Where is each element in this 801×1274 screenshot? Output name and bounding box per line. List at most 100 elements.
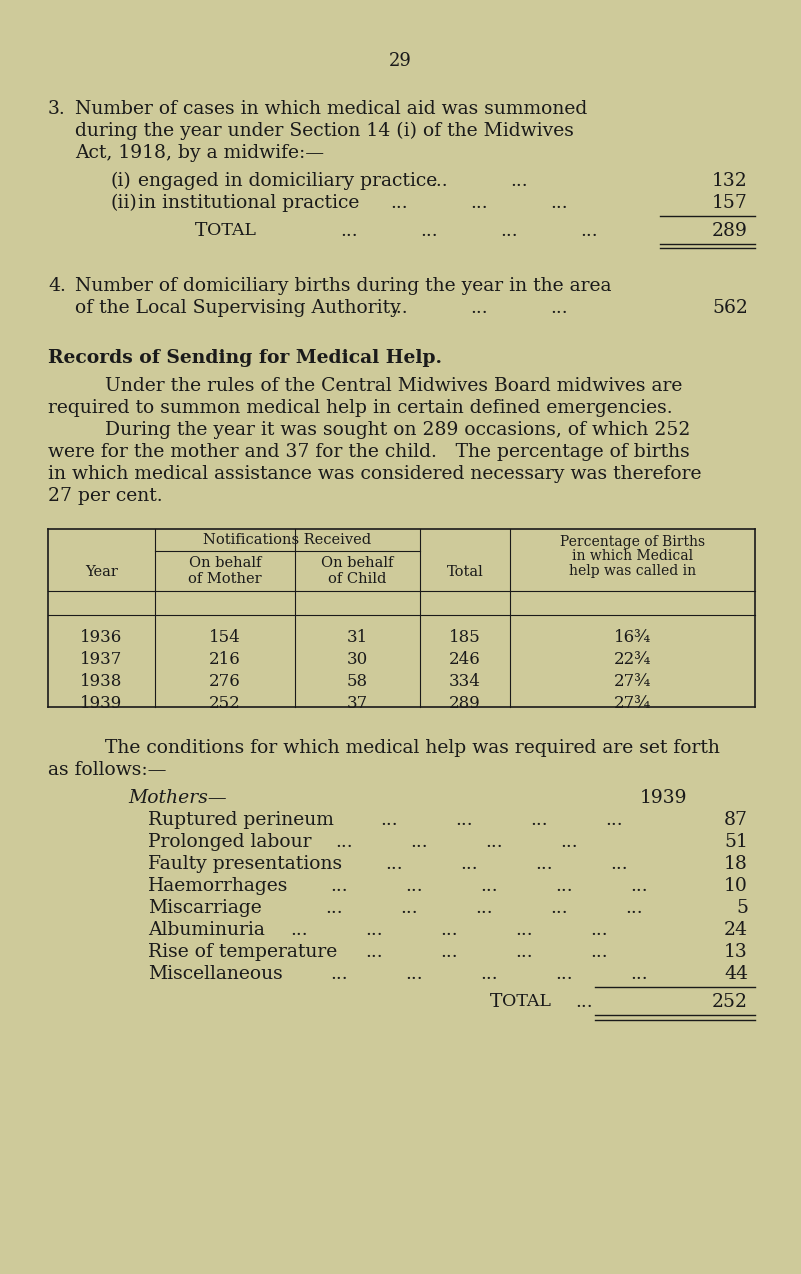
Text: during the year under Section 14 (i) of the Midwives: during the year under Section 14 (i) of …	[75, 122, 574, 140]
Text: Mothers—: Mothers—	[128, 789, 227, 806]
Text: 27 per cent.: 27 per cent.	[48, 487, 163, 505]
Text: ...: ...	[475, 899, 493, 917]
Text: ...: ...	[480, 964, 497, 984]
Text: ...: ...	[365, 943, 383, 961]
Text: 246: 246	[449, 651, 481, 668]
Text: ...: ...	[390, 194, 408, 211]
Text: ...: ...	[405, 964, 423, 984]
Text: ...: ...	[530, 812, 548, 829]
Text: ...: ...	[575, 992, 593, 1012]
Text: ...: ...	[330, 964, 348, 984]
Text: in which medical assistance was considered necessary was therefore: in which medical assistance was consider…	[48, 465, 702, 483]
Text: ...: ...	[515, 921, 533, 939]
Text: ...: ...	[605, 812, 622, 829]
Text: Ruptured perineum: Ruptured perineum	[148, 812, 334, 829]
Text: Albuminuria: Albuminuria	[148, 921, 265, 939]
Text: OTAL: OTAL	[502, 992, 551, 1010]
Text: ...: ...	[460, 855, 477, 873]
Text: ...: ...	[440, 943, 457, 961]
Text: 185: 185	[449, 629, 481, 646]
Text: 22¾: 22¾	[614, 651, 651, 668]
Text: T: T	[490, 992, 502, 1012]
Text: 44: 44	[724, 964, 748, 984]
Text: ...: ...	[550, 194, 568, 211]
Text: Prolonged labour: Prolonged labour	[148, 833, 312, 851]
Text: ...: ...	[555, 964, 573, 984]
Text: ...: ...	[550, 899, 568, 917]
Text: ...: ...	[420, 222, 437, 240]
Text: ...: ...	[630, 964, 648, 984]
Text: 1936: 1936	[80, 629, 123, 646]
Text: ...: ...	[390, 299, 408, 317]
Text: ...: ...	[610, 855, 628, 873]
Text: 216: 216	[209, 651, 241, 668]
Text: 289: 289	[449, 696, 481, 712]
Text: as follows:—: as follows:—	[48, 761, 167, 778]
Text: Miscellaneous: Miscellaneous	[148, 964, 283, 984]
Text: Faulty presentations: Faulty presentations	[148, 855, 342, 873]
Text: 3.: 3.	[48, 99, 66, 118]
Text: 252: 252	[712, 992, 748, 1012]
Text: 334: 334	[449, 673, 481, 691]
Text: 289: 289	[712, 222, 748, 240]
Text: During the year it was sought on 289 occasions, of which 252: During the year it was sought on 289 occ…	[105, 420, 690, 440]
Text: ...: ...	[630, 877, 648, 896]
Text: Total: Total	[447, 564, 483, 578]
Text: 27¾: 27¾	[614, 696, 651, 712]
Text: 30: 30	[347, 651, 368, 668]
Text: ...: ...	[485, 833, 502, 851]
Text: (ii): (ii)	[110, 194, 137, 211]
Text: 1938: 1938	[80, 673, 123, 691]
Text: help was called in: help was called in	[569, 564, 696, 578]
Text: ...: ...	[385, 855, 403, 873]
Text: 37: 37	[347, 696, 368, 712]
Text: ...: ...	[330, 877, 348, 896]
Text: 252: 252	[209, 696, 241, 712]
Text: 58: 58	[347, 673, 368, 691]
Text: ...: ...	[400, 899, 417, 917]
Text: On behalf: On behalf	[189, 555, 261, 569]
Text: ...: ...	[560, 833, 578, 851]
Text: Miscarriage: Miscarriage	[148, 899, 262, 917]
Text: 10: 10	[724, 877, 748, 896]
Text: ...: ...	[410, 833, 428, 851]
Text: Percentage of Births: Percentage of Births	[560, 535, 705, 549]
Text: 154: 154	[209, 629, 241, 646]
Text: 24: 24	[724, 921, 748, 939]
Text: Year: Year	[85, 564, 118, 578]
Text: 157: 157	[712, 194, 748, 211]
Text: ...: ...	[625, 899, 642, 917]
Text: ...: ...	[510, 172, 528, 190]
Text: ...: ...	[500, 222, 517, 240]
Text: ...: ...	[380, 812, 397, 829]
Text: On behalf: On behalf	[321, 555, 393, 569]
Text: engaged in domiciliary practice: engaged in domiciliary practice	[138, 172, 437, 190]
Text: of the Local Supervising Authority: of the Local Supervising Authority	[75, 299, 400, 317]
Text: of Mother: of Mother	[188, 572, 262, 586]
Text: of Child: of Child	[328, 572, 387, 586]
Text: OTAL: OTAL	[207, 222, 256, 240]
Text: ...: ...	[325, 899, 343, 917]
Text: ...: ...	[550, 299, 568, 317]
Text: 1939: 1939	[640, 789, 687, 806]
Text: ...: ...	[290, 921, 308, 939]
Text: The conditions for which medical help was required are set forth: The conditions for which medical help wa…	[105, 739, 720, 757]
Text: Number of cases in which medical aid was summoned: Number of cases in which medical aid was…	[75, 99, 587, 118]
Text: Under the rules of the Central Midwives Board midwives are: Under the rules of the Central Midwives …	[105, 377, 682, 395]
Text: 562: 562	[712, 299, 748, 317]
Text: ...: ...	[340, 222, 357, 240]
Text: 18: 18	[724, 855, 748, 873]
Text: 87: 87	[724, 812, 748, 829]
Text: 51: 51	[724, 833, 748, 851]
Text: Notifications Received: Notifications Received	[203, 533, 372, 547]
Text: in institutional practice: in institutional practice	[138, 194, 360, 211]
Text: 5: 5	[736, 899, 748, 917]
Text: (i): (i)	[110, 172, 131, 190]
Text: Records of Sending for Medical Help.: Records of Sending for Medical Help.	[48, 349, 442, 367]
Text: ...: ...	[535, 855, 553, 873]
Text: ...: ...	[365, 921, 383, 939]
Text: 16¾: 16¾	[614, 629, 651, 646]
Text: 4.: 4.	[48, 276, 66, 296]
Text: ...: ...	[335, 833, 352, 851]
Text: 29: 29	[388, 52, 412, 70]
